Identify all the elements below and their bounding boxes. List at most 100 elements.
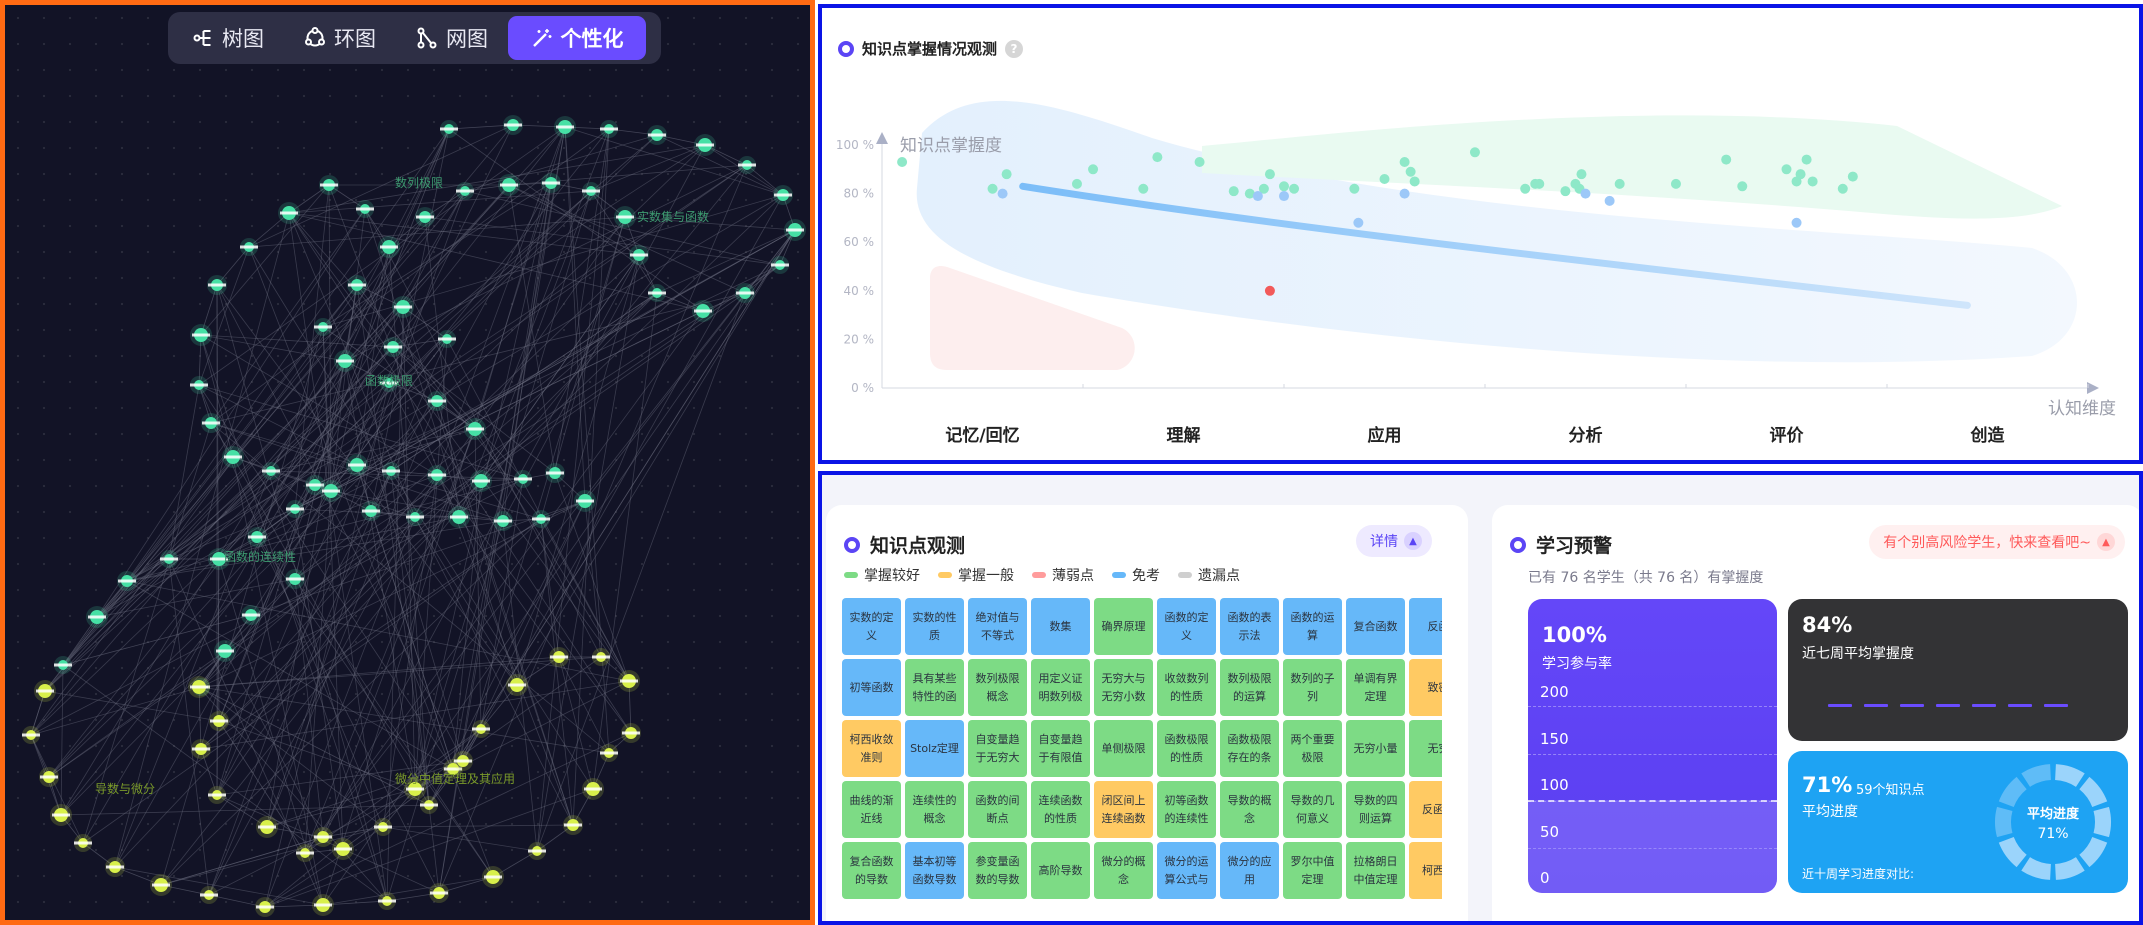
graph-edge [200, 334, 346, 362]
knowledge-point-cell[interactable]: 函数极限的性质 [1157, 720, 1216, 777]
knowledge-point-cell[interactable]: 连续函数的性质 [1031, 781, 1090, 838]
knowledge-point-cell[interactable]: 初等函数的连续性 [1157, 781, 1216, 838]
legend-item[interactable]: 遗漏点 [1178, 565, 1240, 585]
knowledge-point-cell[interactable]: 复合函数的导数 [842, 842, 901, 899]
knowledge-point-cell[interactable]: 收敛数列的性质 [1157, 659, 1216, 716]
kp-grid-viewport[interactable]: 实数的定义 实数的性质 绝对值与不等式 数集 确界原理 函数的定义 函数的表示法 函数的运算复… [842, 598, 1442, 921]
y-tick: 150 [1540, 730, 1569, 748]
knowledge-point-cell[interactable]: 微分的应用 [1220, 842, 1279, 899]
graph-edge [386, 306, 404, 902]
knowledge-point-cell[interactable]: 曲线的渐近线 [842, 781, 901, 838]
knowledge-point-cell[interactable]: 单侧极限 [1094, 720, 1153, 777]
graph-edge [210, 128, 610, 424]
graph-edge [342, 848, 440, 894]
knowledge-point-cell[interactable]: 反函 [1409, 598, 1442, 655]
knowledge-point-cell[interactable]: 柯西定 [1409, 842, 1442, 899]
graph-edge [314, 264, 781, 486]
knowledge-point-cell[interactable]: 微分的概念 [1094, 842, 1153, 899]
knowledge-point-cell[interactable]: 罗尔中值定理 [1283, 842, 1342, 899]
knowledge-point-cell[interactable]: 拉格朗日中值定理 [1346, 842, 1405, 899]
legend-item[interactable]: 掌握较好 [844, 565, 920, 585]
knowledge-point-cell[interactable]: Stolz定理 [905, 720, 964, 777]
risk-alert-button[interactable]: 有个别高风险学生，快来查看吧~ ▲ [1869, 525, 2125, 559]
knowledge-point-cell[interactable]: 微分的运算公式与 [1157, 842, 1216, 899]
graph-edge [256, 536, 440, 894]
graph-edge [480, 190, 592, 482]
graph-edge [370, 182, 552, 512]
graph-edge [656, 229, 796, 294]
graph-edge [540, 518, 574, 826]
legend-item[interactable]: 掌握一般 [938, 565, 1014, 585]
knowledge-point-cell[interactable]: 绝对值与不等式 [968, 598, 1027, 655]
tab-tree[interactable]: 树图 [172, 16, 284, 60]
graph-edge [330, 229, 796, 492]
knowledge-point-cell[interactable]: 基本初等函数导数 [905, 842, 964, 899]
knowledge-point-cell[interactable]: 数列极限概念 [968, 659, 1027, 716]
knowledge-point-cell[interactable]: 导数的四则运算 [1346, 781, 1405, 838]
knowledge-point-cell[interactable]: 反函导 [1409, 781, 1442, 838]
knowledge-point-cell[interactable]: 柯西收敛准则 [842, 720, 901, 777]
knowledge-point-cell[interactable]: 函数的运算 [1283, 598, 1342, 655]
tab-ring[interactable]: 环图 [284, 16, 396, 60]
knowledge-point-cell[interactable]: 初等函数 [842, 659, 901, 716]
knowledge-point-cell[interactable]: 致密 [1409, 659, 1442, 716]
knowledge-point-cell[interactable]: 无穷 [1409, 720, 1442, 777]
knowledge-point-cell[interactable]: 实数的性质 [905, 598, 964, 655]
graph-edge [704, 144, 784, 196]
knowledge-point-cell[interactable]: 函数的定义 [1157, 598, 1216, 655]
graph-edge [744, 264, 781, 294]
tab-personalized[interactable]: 个性化 [508, 16, 646, 60]
knowledge-point-cell[interactable]: 复合函数 [1346, 598, 1405, 655]
help-icon[interactable]: ? [1005, 39, 1024, 58]
tab-network-label: 网图 [446, 27, 488, 51]
knowledge-point-cell[interactable]: 自变量趋于无穷大 [968, 720, 1027, 777]
knowledge-point-cell[interactable]: 连续性的概念 [905, 781, 964, 838]
graph-edge [322, 326, 344, 850]
knowledge-point-cell[interactable]: 参变量函数的导数 [968, 842, 1027, 899]
graph-edge [96, 164, 748, 618]
graph-edge [492, 850, 538, 878]
graph-edge [198, 384, 358, 466]
knowledge-point-cell[interactable]: 无穷大与无穷小数 [1094, 659, 1153, 716]
knowledge-point-cell[interactable]: 两个重要极限 [1283, 720, 1342, 777]
knowledge-graph-panel[interactable]: 数列极限 实数集与函数 函数极限 函数的连续性 导数与微分 微分中值定理及其应用 树图 环… [0, 0, 815, 925]
tab-network[interactable]: 网图 [396, 16, 508, 60]
knowledge-point-cell[interactable]: 数列极限的运算 [1220, 659, 1279, 716]
knowledge-point-cell[interactable]: 实数的定义 [842, 598, 901, 655]
knowledge-point-cell[interactable]: 无穷小量 [1346, 720, 1405, 777]
knowledge-point-cell[interactable]: 单调有界定理 [1346, 659, 1405, 716]
graph-edge [126, 558, 170, 582]
knowledge-point-cell[interactable]: 数列的子列 [1283, 659, 1342, 716]
scatter-point [1349, 183, 1360, 194]
knowledge-point-cell[interactable]: 用定义证明数列极 [1031, 659, 1090, 716]
detail-button[interactable]: 详情 ▲ [1356, 525, 1432, 557]
graph-edge [96, 580, 128, 618]
legend-item[interactable]: 薄弱点 [1032, 565, 1094, 585]
graph-edge [330, 490, 372, 512]
knowledge-point-cell[interactable]: 函数的间断点 [968, 781, 1027, 838]
graph-edge [414, 264, 781, 518]
x-category-label: 创造 [1970, 425, 2006, 446]
graph-node-label-bar [380, 245, 398, 249]
knowledge-point-cell[interactable]: 导数的概念 [1220, 781, 1279, 838]
knowledge-point-cell[interactable]: 函数极限存在的条 [1220, 720, 1279, 777]
knowledge-point-cell[interactable]: 闭区间上连续函数 [1094, 781, 1153, 838]
knowledge-point-cell[interactable]: 数集 [1031, 598, 1090, 655]
scatter-point [1576, 169, 1587, 180]
graph-edge [330, 246, 390, 492]
knowledge-point-cell[interactable]: 自变量趋于有限值 [1031, 720, 1090, 777]
graph-edge [414, 656, 602, 790]
knowledge-point-cell[interactable]: 高阶导数 [1031, 842, 1090, 899]
legend-item[interactable]: 免考 [1112, 565, 1160, 585]
graph-edge [304, 310, 704, 854]
knowledge-point-cell[interactable]: 确界原理 [1094, 598, 1153, 655]
knowledge-point-cell[interactable]: 具有某些特性的函 [905, 659, 964, 716]
graph-edge [704, 144, 748, 166]
graph-edge [114, 866, 162, 886]
donut-segment [1998, 776, 2027, 808]
knowledge-point-cell[interactable]: 导数的几何意义 [1283, 781, 1342, 838]
knowledge-point-cell[interactable]: 函数的表示法 [1220, 598, 1279, 655]
graph-edge [344, 284, 358, 362]
graph-edge [330, 124, 514, 492]
